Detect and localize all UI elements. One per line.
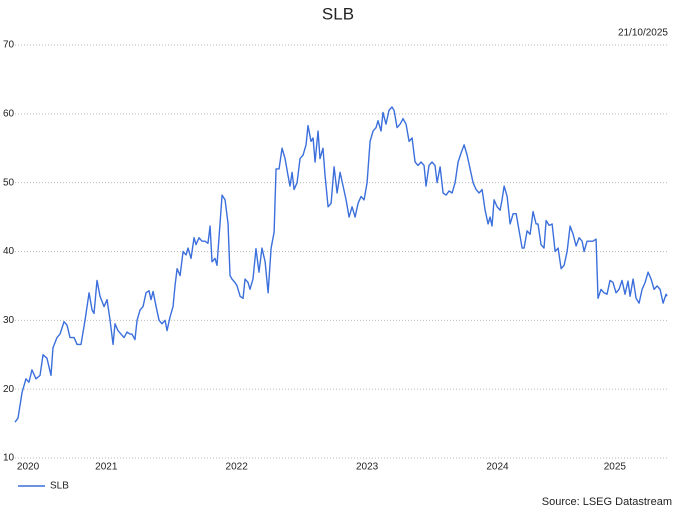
y-tick-label: 50 [3, 177, 15, 188]
source-note: Source: LSEG Datastream [542, 496, 672, 508]
legend-label: SLB [50, 481, 69, 492]
x-tick-label: 2022 [226, 462, 249, 473]
line-series [14, 106, 668, 423]
chart-title: SLB [322, 4, 354, 23]
x-tick-label: 2023 [356, 462, 379, 473]
y-tick-label: 30 [3, 315, 15, 326]
x-tick-label: 2024 [486, 462, 509, 473]
y-tick-label: 70 [3, 40, 15, 51]
x-tick-label: 2025 [604, 462, 627, 473]
y-tick-label: 10 [3, 453, 15, 464]
y-tick-label: 20 [3, 384, 15, 395]
x-tick-label: 2021 [95, 462, 118, 473]
x-tick-label: 2020 [17, 462, 40, 473]
date-label: 21/10/2025 [618, 28, 668, 39]
y-tick-label: 40 [3, 246, 15, 257]
y-tick-label: 60 [3, 108, 15, 119]
